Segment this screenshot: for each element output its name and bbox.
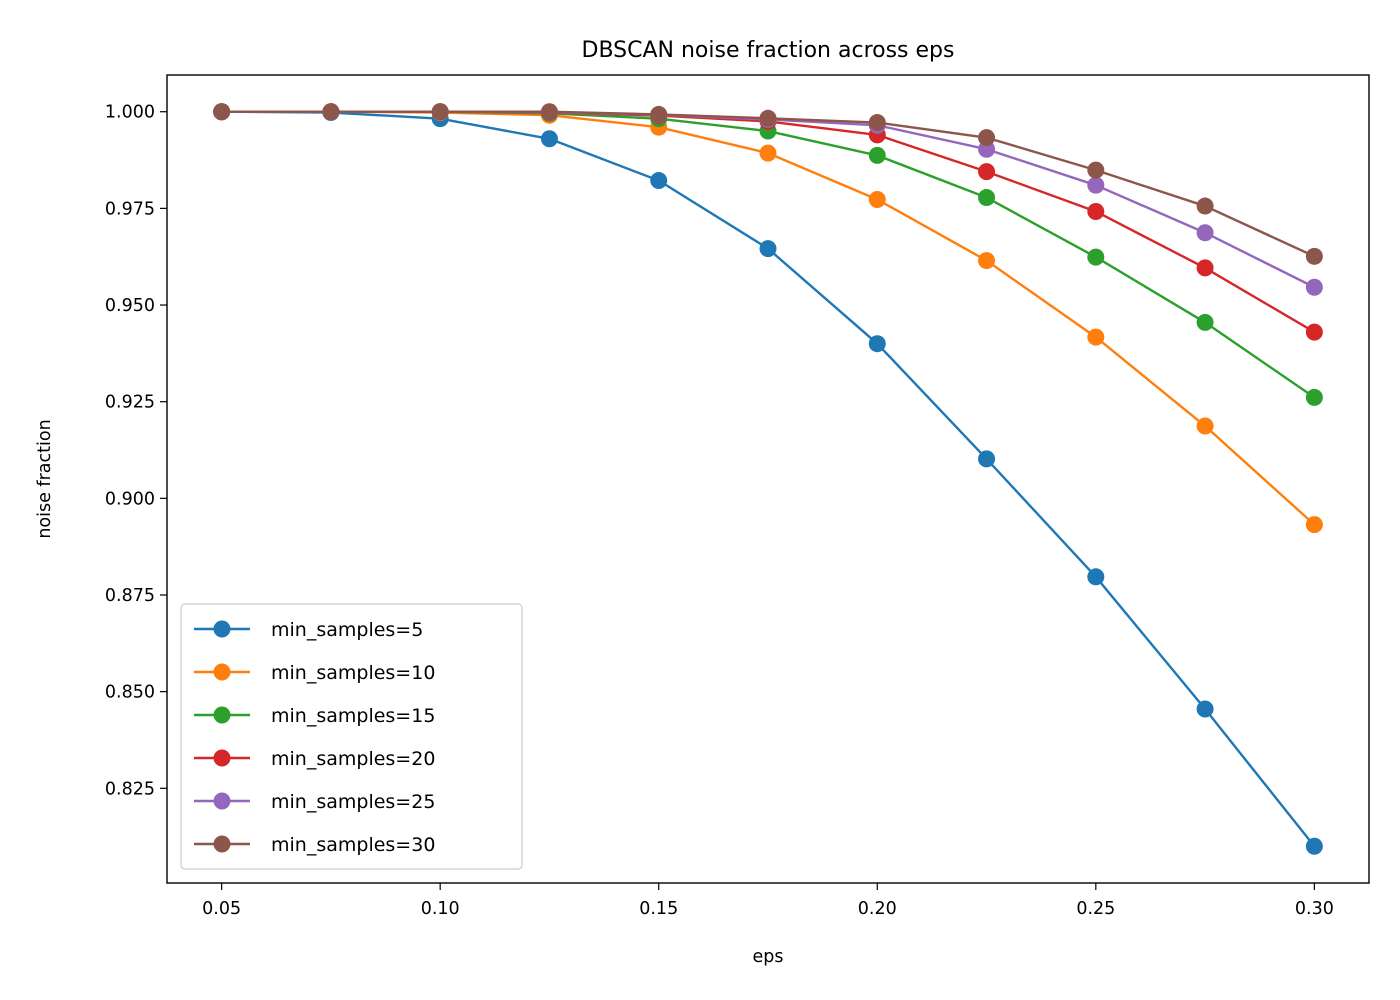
data-point (1087, 328, 1105, 346)
y-tick-label: 0.850 (105, 683, 155, 703)
y-tick-label: 0.900 (105, 489, 155, 509)
data-point (431, 103, 449, 121)
data-point (1087, 176, 1105, 194)
x-tick-label: 0.10 (421, 899, 460, 919)
data-point (1196, 259, 1214, 277)
plot-frame (166, 74, 1370, 884)
data-point (1305, 388, 1323, 406)
data-point (213, 103, 231, 121)
y-tick-label: 0.875 (105, 586, 155, 606)
legend-item: min_samples=25 (194, 791, 435, 813)
y-axis: 0.825 0.850 0.875 0.900 0.925 0.950 0.975 1.000 (105, 103, 167, 799)
chart-title: DBSCAN noise fraction across eps (582, 38, 955, 63)
data-point (868, 335, 886, 353)
legend-item: min_samples=10 (194, 662, 435, 684)
data-point (868, 190, 886, 208)
series-6 (213, 103, 1323, 265)
y-axis-label: noise fraction (35, 419, 55, 538)
legend-marker (213, 663, 231, 681)
data-point (322, 103, 340, 121)
legend-label: min_samples=10 (271, 662, 435, 684)
x-tick-label: 0.20 (858, 899, 897, 919)
data-point (978, 129, 996, 147)
legend: min_samples=5 min_samples=10 min_samples=1… (180, 603, 523, 870)
x-axis: 0.05 0.10 0.15 0.20 0.25 0.30 (202, 883, 1334, 919)
data-point (759, 144, 777, 162)
data-point (1305, 837, 1323, 855)
data-point (1196, 224, 1214, 242)
legend-marker (213, 792, 231, 810)
legend-item: min_samples=20 (194, 748, 435, 770)
legend-marker (213, 835, 231, 853)
legend-label: min_samples=25 (271, 791, 435, 813)
data-point (650, 105, 668, 123)
data-point (759, 240, 777, 258)
data-point (1196, 700, 1214, 718)
data-point (868, 114, 886, 132)
legend-box (180, 603, 523, 870)
x-tick-label: 0.25 (1076, 899, 1115, 919)
x-tick-label: 0.05 (202, 899, 241, 919)
data-point (978, 189, 996, 207)
data-point (650, 172, 668, 190)
data-point (1305, 323, 1323, 341)
x-tick-label: 0.30 (1295, 899, 1334, 919)
data-point (978, 163, 996, 181)
data-point (540, 130, 558, 148)
legend-item: min_samples=30 (194, 834, 435, 856)
y-tick-label: 0.975 (105, 199, 155, 219)
data-point (868, 146, 886, 164)
data-point (540, 103, 558, 121)
legend-marker (213, 706, 231, 724)
data-point (1087, 161, 1105, 179)
data-point (1305, 516, 1323, 534)
data-point (1087, 248, 1105, 266)
y-tick-label: 0.925 (105, 393, 155, 413)
x-axis-label: eps (753, 947, 784, 967)
data-point (1196, 417, 1214, 435)
legend-label: min_samples=15 (271, 705, 435, 727)
data-point (1196, 197, 1214, 215)
legend-item: min_samples=15 (194, 705, 435, 727)
legend-label: min_samples=20 (271, 748, 435, 770)
data-point (1196, 313, 1214, 331)
legend-label: min_samples=30 (271, 834, 435, 856)
y-tick-label: 0.825 (105, 779, 155, 799)
data-point (1305, 247, 1323, 265)
legend-marker (213, 749, 231, 767)
legend-label: min_samples=5 (271, 619, 423, 641)
data-point (978, 252, 996, 270)
data-point (759, 109, 777, 127)
legend-item: min_samples=5 (194, 619, 423, 641)
data-point (978, 450, 996, 468)
y-tick-label: 1.000 (105, 103, 155, 123)
data-point (1305, 278, 1323, 296)
plot-area (213, 103, 1323, 855)
data-point (1087, 568, 1105, 586)
y-tick-label: 0.950 (105, 296, 155, 316)
data-point (1087, 202, 1105, 220)
x-tick-label: 0.15 (639, 899, 678, 919)
legend-marker (213, 620, 231, 638)
